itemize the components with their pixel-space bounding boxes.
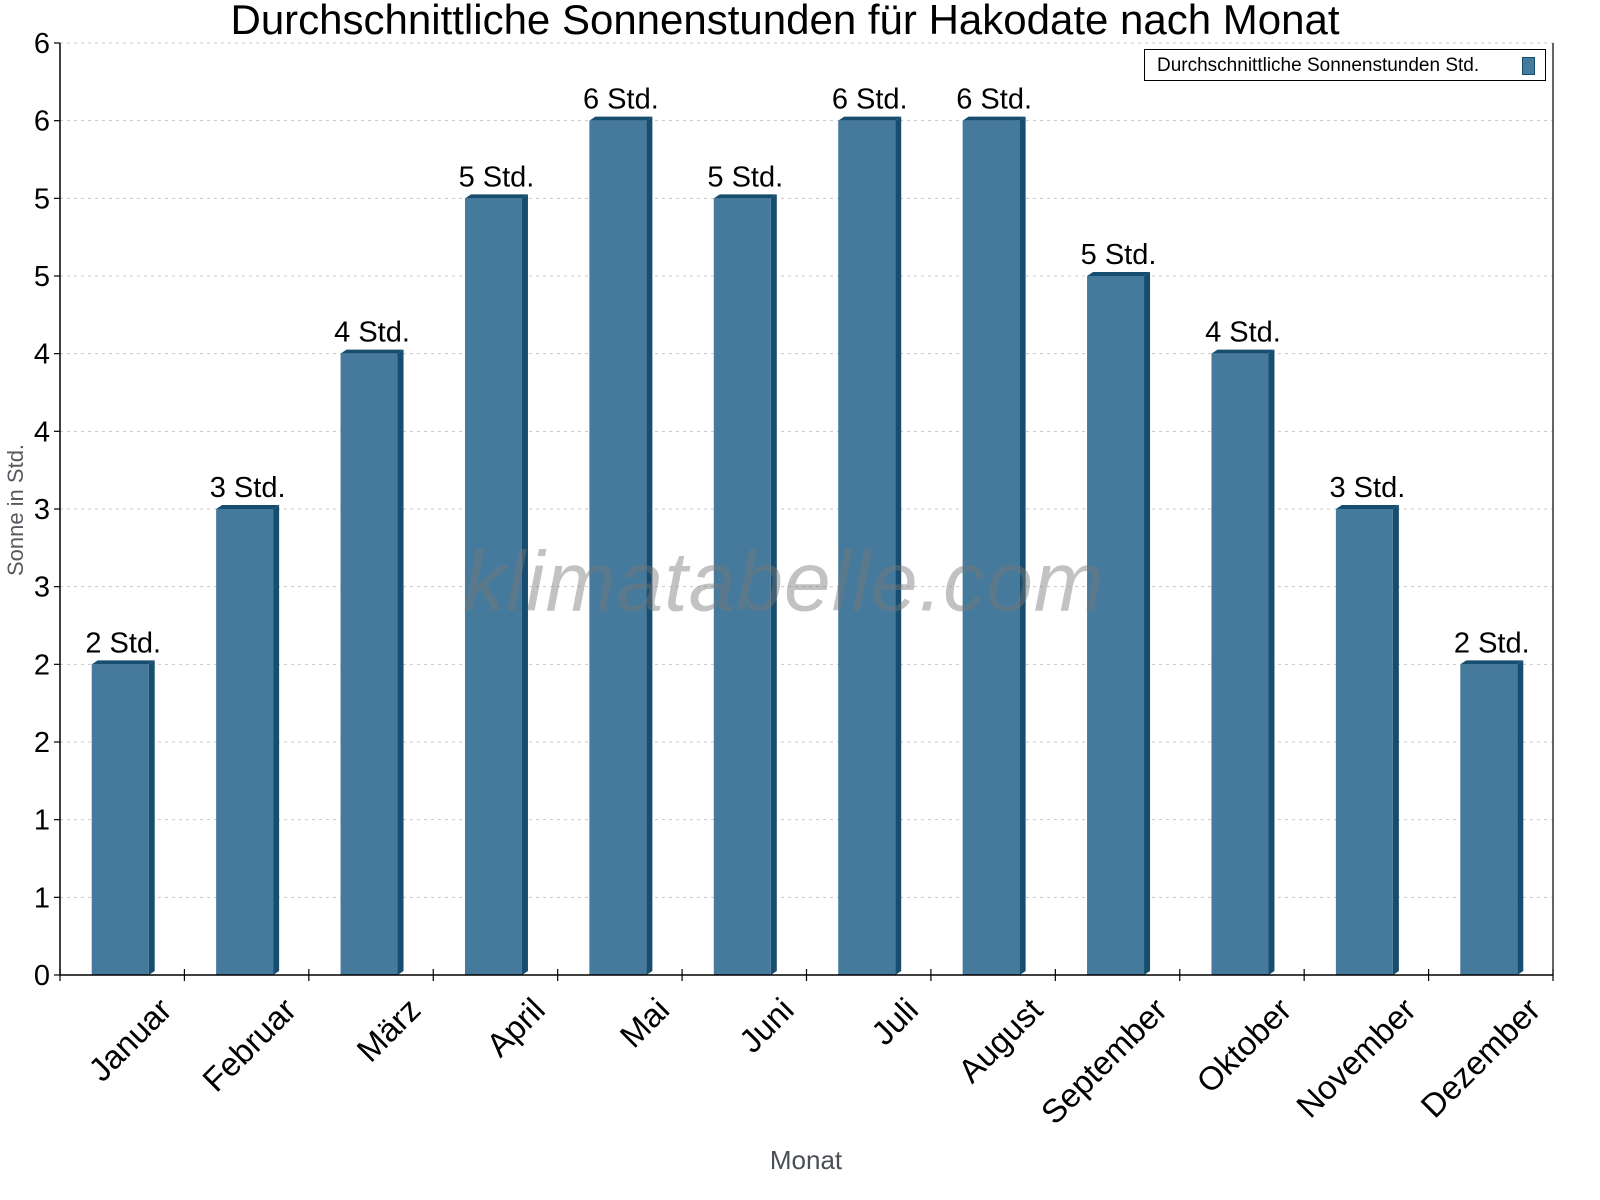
bar-juli: 6 Std. xyxy=(832,84,908,975)
x-axis-label: Monat xyxy=(769,1145,843,1175)
x-tick-label: November xyxy=(1289,991,1423,1125)
data-label: 6 Std. xyxy=(832,84,908,116)
bar-januar: 2 Std. xyxy=(85,627,161,975)
data-label: 5 Std. xyxy=(459,161,535,193)
y-tick-label: 3 xyxy=(34,494,50,526)
bar-mai: 6 Std. xyxy=(583,84,659,975)
data-label: 4 Std. xyxy=(334,317,410,349)
data-label: 5 Std. xyxy=(707,161,783,193)
data-label: 6 Std. xyxy=(956,84,1032,116)
data-label: 5 Std. xyxy=(1081,239,1157,271)
data-label: 2 Std. xyxy=(85,627,161,659)
x-tick-label: Januar xyxy=(81,991,179,1089)
data-label: 6 Std. xyxy=(583,84,659,116)
bar-april: 5 Std. xyxy=(459,161,535,976)
x-tick-label: Oktober xyxy=(1189,991,1298,1100)
bar-juni: 5 Std. xyxy=(707,161,783,976)
y-tick-label: 2 xyxy=(34,727,50,759)
x-tick-label: Juli xyxy=(864,991,925,1052)
bar-oktober: 4 Std. xyxy=(1205,317,1281,976)
y-tick-label: 4 xyxy=(34,416,50,448)
x-tick-label: September xyxy=(1034,991,1174,1131)
bar-februar: 3 Std. xyxy=(210,472,286,975)
x-tick-label: Februar xyxy=(195,991,303,1099)
legend-swatch-icon xyxy=(1522,57,1535,75)
data-label: 3 Std. xyxy=(1329,472,1405,504)
y-tick-label: 0 xyxy=(34,960,50,992)
x-tick-label: Mai xyxy=(613,991,677,1055)
y-tick-label: 6 xyxy=(34,28,50,60)
bar-september: 5 Std. xyxy=(1081,239,1157,975)
y-tick-label: 1 xyxy=(34,882,50,914)
y-tick-label: 6 xyxy=(34,106,50,138)
y-tick-label: 1 xyxy=(34,805,50,837)
legend: Durchschnittliche Sonnenstunden Std. xyxy=(1144,49,1546,81)
bar-dezember: 2 Std. xyxy=(1454,627,1530,975)
chart-title: Durchschnittliche Sonnenstunden für Hako… xyxy=(230,0,1340,43)
gridlines xyxy=(60,42,1553,898)
data-label: 3 Std. xyxy=(210,472,286,504)
bar-märz: 4 Std. xyxy=(334,317,410,976)
y-tick-label: 5 xyxy=(34,183,50,215)
bar-august: 6 Std. xyxy=(956,84,1032,975)
x-tick-label: April xyxy=(479,991,552,1064)
y-tick-label: 2 xyxy=(34,649,50,681)
data-label: 2 Std. xyxy=(1454,627,1530,659)
y-tick-label: 5 xyxy=(34,261,50,293)
y-tick-label: 4 xyxy=(34,339,50,371)
y-axis-label: Sonne in Std. xyxy=(3,443,28,577)
data-label: 4 Std. xyxy=(1205,317,1281,349)
x-tick-label: März xyxy=(349,991,427,1069)
y-tick-label: 3 xyxy=(34,572,50,604)
bar-november: 3 Std. xyxy=(1329,472,1405,975)
bar-series: 2 Std. 3 Std. 4 Std. 5 Std. 6 Std. 5 Std. 6 St… xyxy=(85,84,1530,976)
legend-label: Durchschnittliche Sonnenstunden Std. xyxy=(1157,55,1480,76)
x-tick-label: Juni xyxy=(732,991,801,1060)
x-tick-label: Dezember xyxy=(1413,991,1547,1125)
x-tick-label: August xyxy=(951,991,1050,1090)
